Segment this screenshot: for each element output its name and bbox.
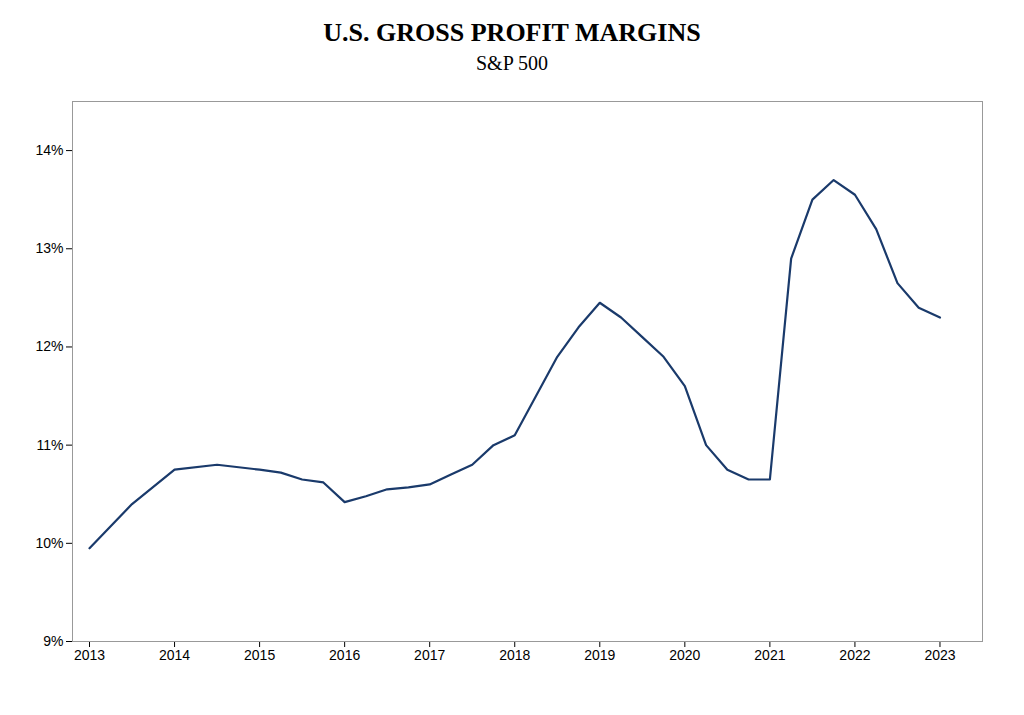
svg-text:2017: 2017 bbox=[414, 647, 445, 663]
svg-text:14%: 14% bbox=[35, 142, 63, 158]
svg-text:9%: 9% bbox=[43, 633, 63, 649]
svg-text:2019: 2019 bbox=[584, 647, 615, 663]
svg-text:13%: 13% bbox=[35, 240, 63, 256]
svg-text:2015: 2015 bbox=[244, 647, 275, 663]
html-text:S&P 500: S&P 500 bbox=[476, 52, 548, 74]
svg-text:2022: 2022 bbox=[839, 647, 870, 663]
svg-text:2020: 2020 bbox=[669, 647, 700, 663]
svg-text:2013: 2013 bbox=[74, 647, 105, 663]
svg-text:2018: 2018 bbox=[499, 647, 530, 663]
svg-text:2016: 2016 bbox=[329, 647, 360, 663]
svg-text:2014: 2014 bbox=[159, 647, 190, 663]
html-text:U.S. GROSS PROFIT MARGINS: U.S. GROSS PROFIT MARGINS bbox=[323, 18, 701, 47]
svg-text:11%: 11% bbox=[37, 437, 64, 453]
svg-text:12%: 12% bbox=[35, 338, 63, 354]
svg-text:10%: 10% bbox=[35, 535, 63, 551]
svg-text:2023: 2023 bbox=[924, 647, 955, 663]
svg-text:2021: 2021 bbox=[754, 647, 785, 663]
